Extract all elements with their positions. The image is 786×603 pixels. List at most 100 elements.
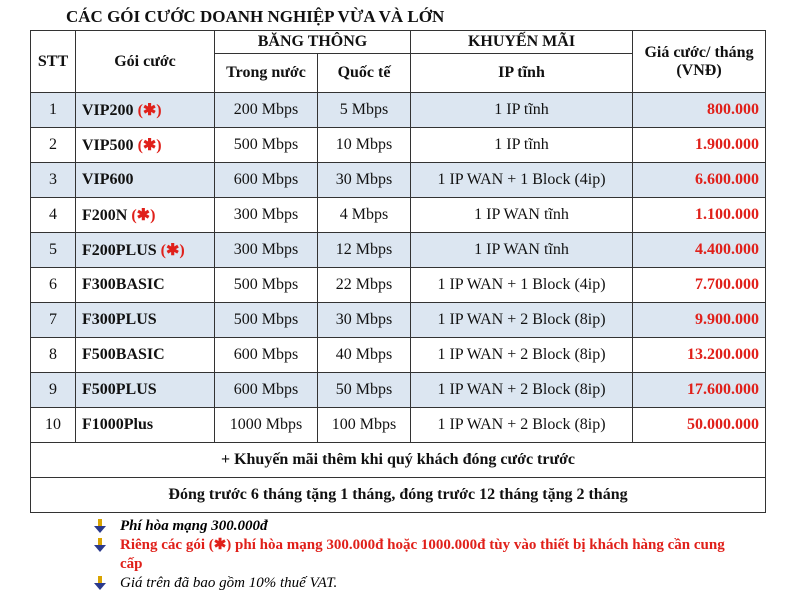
stt-cell: 9	[30, 372, 76, 408]
price-cell: 50.000.000	[632, 407, 766, 443]
stt-cell: 1	[30, 92, 76, 128]
package-name: F500BASIC	[82, 346, 165, 363]
arrow-down-icon	[94, 538, 106, 552]
static-ip-cell: 1 IP WAN + 2 Block (8ip)	[410, 407, 633, 443]
international-cell: 50 Mbps	[317, 372, 411, 408]
price-cell: 1.900.000	[632, 127, 766, 163]
price-cell: 800.000	[632, 92, 766, 128]
price-cell: 13.200.000	[632, 337, 766, 373]
header-stt: STT	[30, 30, 76, 93]
table-row: 4 F200N (✱) 300 Mbps 4 Mbps 1 IP WAN tĩn…	[30, 197, 766, 233]
note-item: Riêng các gói (✱) phí hòa mạng 300.000đ …	[94, 536, 740, 574]
package-cell: VIP200 (✱)	[75, 92, 215, 128]
static-ip-cell: 1 IP WAN + 1 Block (4ip)	[410, 162, 633, 198]
stt-cell: 5	[30, 232, 76, 268]
stt-cell: 2	[30, 127, 76, 163]
static-ip-cell: 1 IP WAN + 2 Block (8ip)	[410, 337, 633, 373]
price-cell: 6.600.000	[632, 162, 766, 198]
international-cell: 40 Mbps	[317, 337, 411, 373]
package-cell: F300PLUS	[75, 302, 215, 338]
stt-cell: 3	[30, 162, 76, 198]
stt-cell: 7	[30, 302, 76, 338]
domestic-cell: 300 Mbps	[214, 197, 318, 233]
note-text: Phí hòa mạng 300.000đ	[120, 518, 268, 534]
international-cell: 4 Mbps	[317, 197, 411, 233]
arrow-down-icon	[94, 576, 106, 590]
package-name: VIP200	[82, 102, 134, 119]
domestic-cell: 500 Mbps	[214, 302, 318, 338]
static-ip-cell: 1 IP WAN tĩnh	[410, 232, 633, 268]
table-row: 3 VIP600 600 Mbps 30 Mbps 1 IP WAN + 1 B…	[30, 162, 766, 198]
international-cell: 10 Mbps	[317, 127, 411, 163]
domestic-cell: 600 Mbps	[214, 372, 318, 408]
header-static-ip: IP tĩnh	[410, 53, 633, 93]
stt-cell: 8	[30, 337, 76, 373]
package-name: F500PLUS	[82, 381, 157, 398]
static-ip-cell: 1 IP WAN + 2 Block (8ip)	[410, 302, 633, 338]
notes: Phí hòa mạng 300.000đ Riêng các gói (✱) …	[94, 517, 740, 593]
package-name: F200N	[82, 207, 128, 224]
header-promo: KHUYẾN MÃI	[410, 30, 633, 54]
asterisk-mark: (✱)	[137, 137, 162, 154]
domestic-cell: 1000 Mbps	[214, 407, 318, 443]
pricing-table: STT Gói cước BĂNG THÔNG KHUYẾN MÃI Giá c…	[30, 30, 766, 513]
package-cell: VIP500 (✱)	[75, 127, 215, 163]
header-price: Giá cước/ tháng (VNĐ)	[632, 30, 766, 93]
header-bandwidth: BĂNG THÔNG	[214, 30, 411, 54]
package-cell: F200N (✱)	[75, 197, 215, 233]
table-row: 6 F300BASIC 500 Mbps 22 Mbps 1 IP WAN + …	[30, 267, 766, 303]
price-cell: 7.700.000	[632, 267, 766, 303]
static-ip-cell: 1 IP tĩnh	[410, 127, 633, 163]
package-cell: F500BASIC	[75, 337, 215, 373]
asterisk-mark: (✱)	[137, 102, 162, 119]
domestic-cell: 600 Mbps	[214, 337, 318, 373]
package-name: F300BASIC	[82, 276, 165, 293]
package-cell: F200PLUS (✱)	[75, 232, 215, 268]
note-item: Phí hòa mạng 300.000đ	[94, 517, 740, 536]
table-row: 7 F300PLUS 500 Mbps 30 Mbps 1 IP WAN + 2…	[30, 302, 766, 338]
package-name: F300PLUS	[82, 311, 157, 328]
static-ip-cell: 1 IP WAN + 1 Block (4ip)	[410, 267, 633, 303]
note-item: Giá trên đã bao gồm 10% thuế VAT.	[94, 574, 740, 593]
price-cell: 17.600.000	[632, 372, 766, 408]
asterisk-mark: (✱)	[131, 207, 156, 224]
international-cell: 100 Mbps	[317, 407, 411, 443]
note-text: Giá trên đã bao gồm 10% thuế VAT.	[120, 575, 338, 591]
package-name: F200PLUS	[82, 242, 157, 259]
table-row: 5 F200PLUS (✱) 300 Mbps 12 Mbps 1 IP WAN…	[30, 232, 766, 268]
note-text: Riêng các gói (✱) phí hòa mạng 300.000đ …	[120, 537, 725, 572]
price-cell: 9.900.000	[632, 302, 766, 338]
package-cell: F300BASIC	[75, 267, 215, 303]
arrow-down-icon	[94, 519, 106, 533]
static-ip-cell: 1 IP tĩnh	[410, 92, 633, 128]
asterisk-mark: (✱)	[160, 242, 185, 259]
table-row: 10 F1000Plus 1000 Mbps 100 Mbps 1 IP WAN…	[30, 407, 766, 443]
package-cell: F1000Plus	[75, 407, 215, 443]
domestic-cell: 500 Mbps	[214, 127, 318, 163]
header-international: Quốc tế	[317, 53, 411, 93]
package-name: VIP500	[82, 137, 134, 154]
international-cell: 12 Mbps	[317, 232, 411, 268]
table-row: 1 VIP200 (✱) 200 Mbps 5 Mbps 1 IP tĩnh 8…	[30, 92, 766, 128]
domestic-cell: 300 Mbps	[214, 232, 318, 268]
package-name: VIP600	[82, 171, 134, 188]
stt-cell: 6	[30, 267, 76, 303]
price-cell: 1.100.000	[632, 197, 766, 233]
international-cell: 30 Mbps	[317, 302, 411, 338]
package-cell: VIP600	[75, 162, 215, 198]
international-cell: 22 Mbps	[317, 267, 411, 303]
stt-cell: 4	[30, 197, 76, 233]
domestic-cell: 500 Mbps	[214, 267, 318, 303]
package-name: F1000Plus	[82, 416, 154, 433]
static-ip-cell: 1 IP WAN tĩnh	[410, 197, 633, 233]
promo-line-1: + Khuyến mãi thêm khi quý khách đóng cướ…	[30, 442, 766, 478]
stt-cell: 10	[30, 407, 76, 443]
page-title: CÁC GÓI CƯỚC DOANH NGHIỆP VỪA VÀ LỚN	[66, 7, 445, 26]
promo-line-2: Đóng trước 6 tháng tặng 1 tháng, đóng tr…	[30, 477, 766, 513]
international-cell: 30 Mbps	[317, 162, 411, 198]
package-cell: F500PLUS	[75, 372, 215, 408]
table-row: 8 F500BASIC 600 Mbps 40 Mbps 1 IP WAN + …	[30, 337, 766, 373]
domestic-cell: 200 Mbps	[214, 92, 318, 128]
table-row: 2 VIP500 (✱) 500 Mbps 10 Mbps 1 IP tĩnh …	[30, 127, 766, 163]
international-cell: 5 Mbps	[317, 92, 411, 128]
